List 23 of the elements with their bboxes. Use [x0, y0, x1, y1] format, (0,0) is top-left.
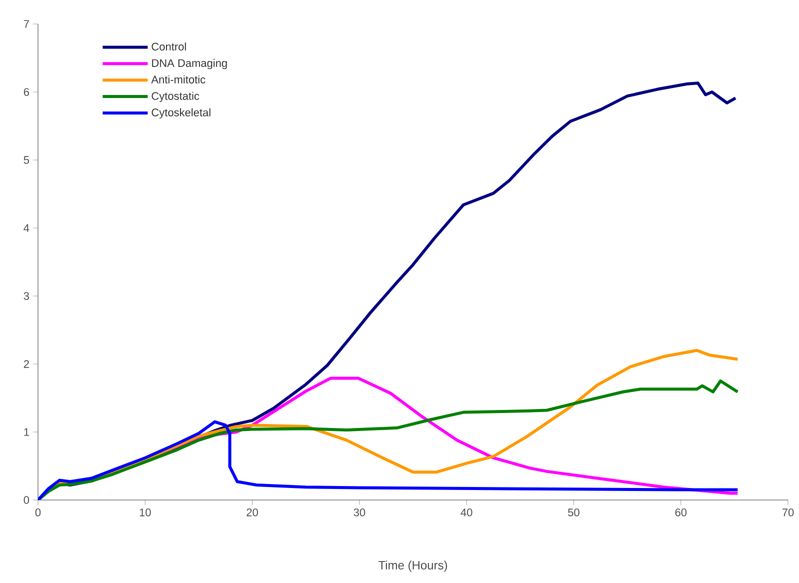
line-series — [38, 380, 740, 500]
y-tick-label: 0 — [24, 496, 30, 504]
legend-label: Cytostatic — [152, 92, 200, 102]
y-tick-label: 6 — [24, 88, 29, 96]
legend-label: Control — [152, 42, 186, 51]
x-axis-title: Time (Hours) — [378, 560, 448, 572]
y-tick-label: 2 — [24, 360, 29, 368]
y-tick-label: 3 — [24, 292, 29, 300]
x-tick-label: 20 — [246, 508, 258, 516]
y-tick-label: 1 — [24, 428, 29, 436]
y-tick-label: 4 — [24, 224, 30, 232]
x-tick-label: 70 — [782, 508, 794, 516]
x-tick-label: 50 — [568, 508, 580, 516]
legend-label: Anti-mitotic — [151, 75, 206, 84]
x-tick-label: 10 — [140, 508, 151, 516]
y-tick-label: 7 — [24, 20, 29, 28]
x-tick-label: 60 — [675, 508, 687, 516]
legend-label: DNA Damaging — [152, 58, 227, 70]
y-tick-label: 5 — [24, 156, 30, 164]
legend-label: Cytoskeletal — [152, 108, 210, 119]
x-tick-label: 40 — [460, 508, 472, 516]
x-tick-label: 0 — [35, 508, 41, 516]
x-tick-label: 30 — [354, 508, 366, 516]
